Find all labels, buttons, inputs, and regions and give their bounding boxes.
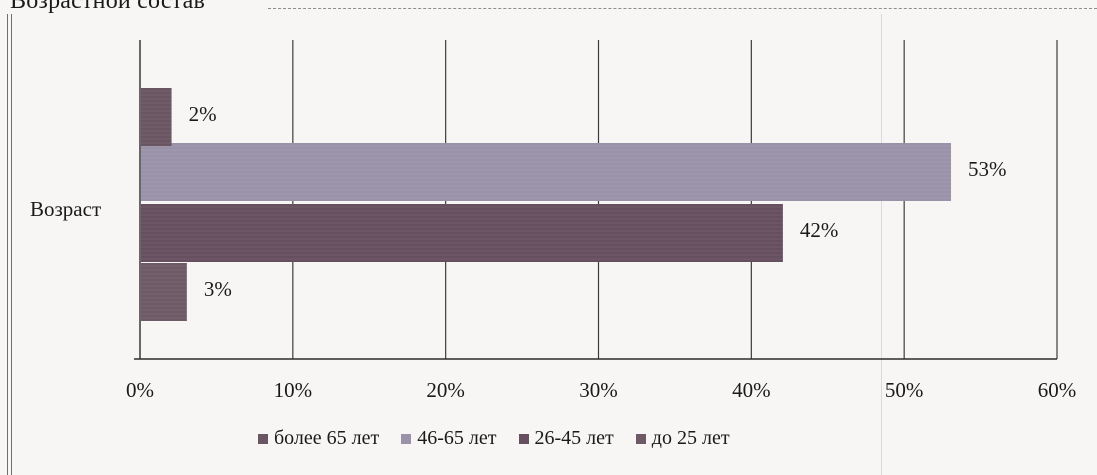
x-tick-label: 50%	[885, 378, 924, 402]
data-label: 2%	[189, 102, 217, 126]
x-tick-label: 40%	[732, 378, 771, 402]
legend-item: более 65 лет	[258, 427, 379, 450]
legend-label: более 65 лет	[274, 427, 380, 449]
bar-2	[141, 143, 952, 201]
frame-border	[7, 14, 12, 475]
x-tick-label: 60%	[1038, 378, 1077, 402]
category-label: Возраст	[30, 197, 101, 221]
legend-item: 26-45 лет	[518, 427, 614, 450]
legend-label: до 25 лет	[651, 427, 730, 449]
legend-swatch	[401, 433, 412, 444]
data-label: 53%	[968, 157, 1007, 181]
legend-swatch	[518, 433, 529, 444]
legend-item: 46-65 лет	[401, 427, 497, 450]
legend-swatch	[258, 433, 268, 444]
x-tick-label: 10%	[274, 378, 313, 402]
bar-1	[141, 204, 783, 262]
x-tick-label: 20%	[426, 378, 465, 402]
data-label: 42%	[800, 218, 839, 242]
legend-swatch	[635, 433, 646, 444]
x-tick-label: 0%	[126, 378, 154, 402]
legend-label: 46-65 лет	[417, 427, 497, 449]
bar-3	[141, 88, 172, 146]
x-tick-label: 30%	[579, 378, 618, 402]
legend: более 65 лет 46-65 лет 26-45 лет до 25 лет	[258, 427, 730, 450]
legend-item: до 25 лет	[635, 427, 730, 450]
bar-0	[141, 263, 187, 321]
guide-line	[881, 14, 882, 475]
title-divider	[268, 8, 1097, 9]
legend-label: 26-45 лет	[534, 427, 614, 449]
page-title: Возрастной состав	[10, 0, 206, 14]
data-label: 3%	[204, 277, 232, 301]
